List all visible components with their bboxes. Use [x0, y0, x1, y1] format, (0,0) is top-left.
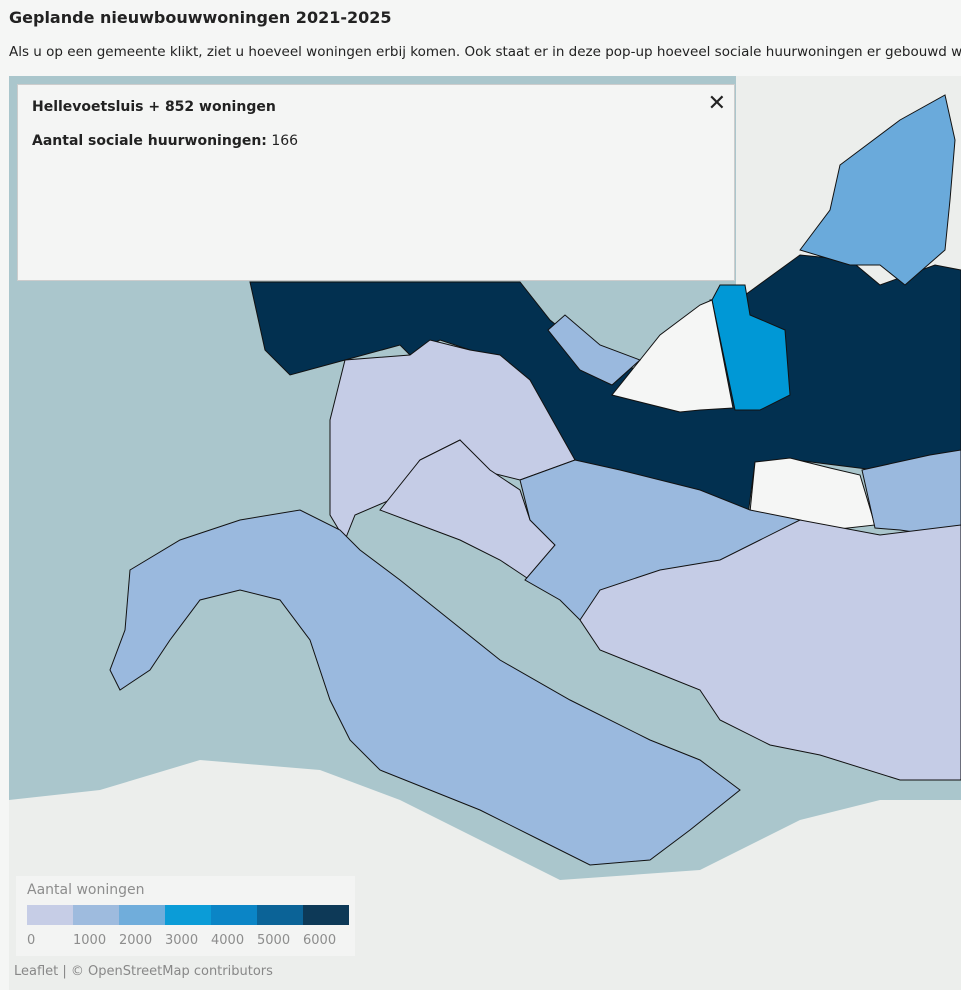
close-button[interactable]: ✕: [707, 91, 726, 116]
title: Geplande nieuwbouwwoningen 2021-2025: [9, 8, 392, 27]
popup-label: Aantal sociale huurwoningen:: [32, 133, 267, 149]
leaflet-link[interactable]: Leaflet: [14, 964, 59, 979]
legend-title: Aantal woningen: [27, 882, 144, 898]
legend-tick-label: 6000: [303, 933, 336, 948]
osm-link[interactable]: © OpenStreetMap contributors: [70, 964, 273, 979]
attribution: Leaflet | © OpenStreetMap contributors: [14, 964, 273, 979]
legend-tick-label: 3000: [165, 933, 198, 948]
popup-title: Hellevoetsluis + 852 woningen: [32, 99, 276, 115]
popup-value: 166: [271, 133, 299, 149]
legend-swatch: [165, 905, 211, 925]
legend-tick-label: 0: [27, 933, 35, 948]
legend-swatch: [27, 905, 73, 925]
legend-tick-label: 1000: [73, 933, 106, 948]
subtitle: Als u op een gemeente klikt, ziet u hoev…: [9, 44, 961, 60]
legend-tick-label: 5000: [257, 933, 290, 948]
legend-tick-label: 4000: [211, 933, 244, 948]
popup: ✕ Hellevoetsluis + 852 woningen Aantal s…: [17, 84, 735, 281]
legend-swatch: [257, 905, 303, 925]
legend-swatch: [211, 905, 257, 925]
legend-swatch: [73, 905, 119, 925]
legend-swatch: [303, 905, 349, 925]
legend-swatch: [119, 905, 165, 925]
legend-tick-label: 2000: [119, 933, 152, 948]
legend: Aantal woningen 0 1000 2000 3000 4000 5000 600…: [16, 876, 355, 956]
